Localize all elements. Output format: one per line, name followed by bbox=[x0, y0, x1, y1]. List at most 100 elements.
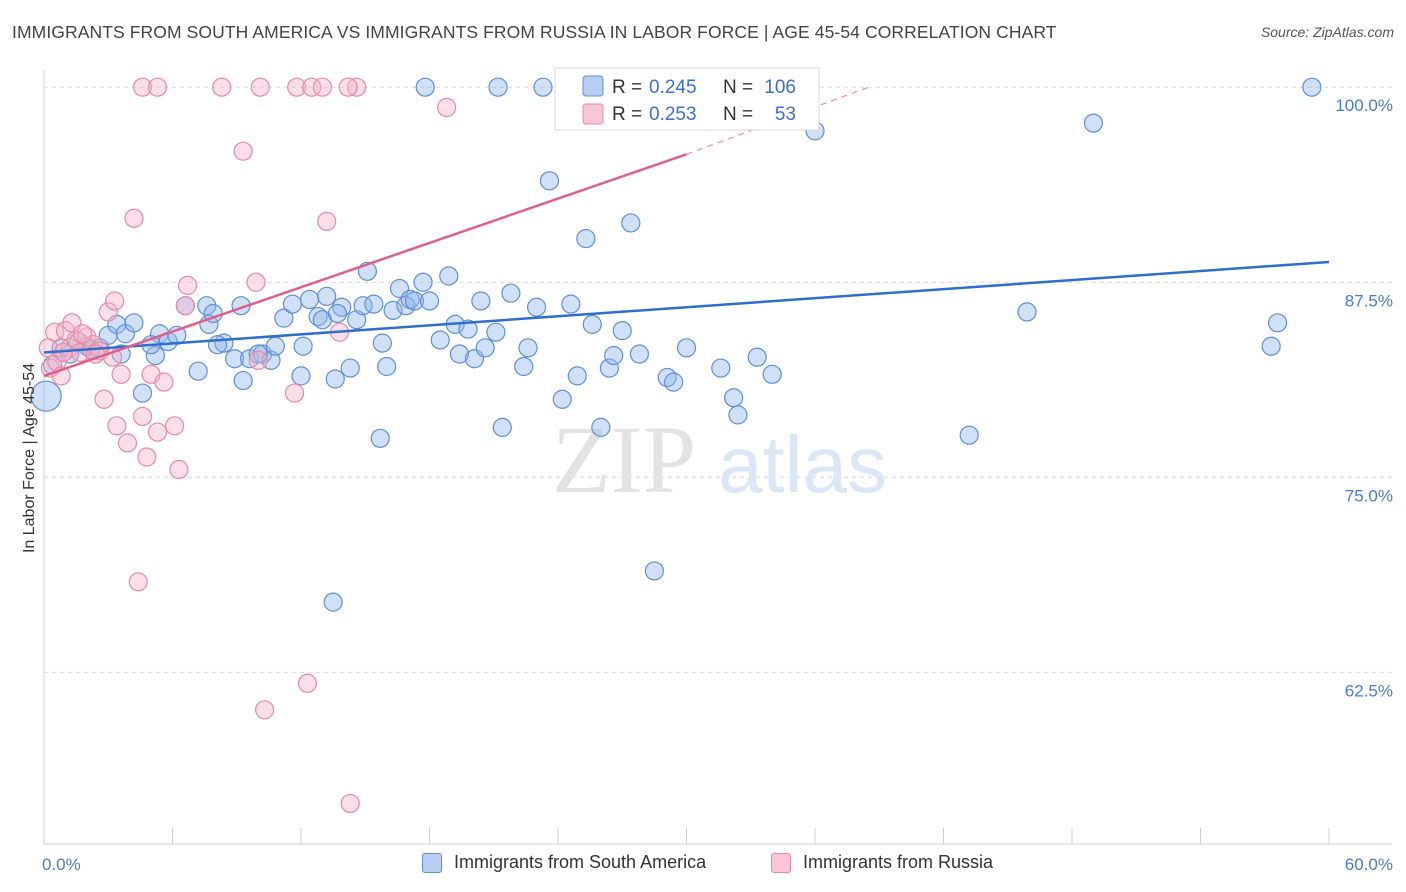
point-s0-84 bbox=[711, 358, 731, 378]
point-s0-66 bbox=[526, 297, 547, 317]
point-s1-47 bbox=[248, 350, 268, 370]
point-s0-28 bbox=[265, 336, 285, 356]
stats-legend: R = 0.245 N = 106 R = 0.253 N = 53 bbox=[554, 67, 820, 131]
point-s1-22 bbox=[137, 447, 157, 467]
stats-n-label-1: N = bbox=[723, 77, 753, 98]
watermark: ZIP atlas bbox=[552, 406, 887, 513]
point-s0-50 bbox=[404, 291, 425, 311]
point-s0-24 bbox=[233, 370, 253, 391]
point-s1-48 bbox=[105, 291, 125, 311]
stats-n-label-2: N = bbox=[723, 104, 753, 125]
point-s0-44 bbox=[372, 333, 392, 353]
point-s1-49 bbox=[72, 324, 93, 344]
point-s0-93 bbox=[1261, 336, 1281, 356]
point-s0-45 bbox=[377, 356, 397, 377]
point-s0-62 bbox=[492, 417, 512, 437]
stats-n-value-1: 106 bbox=[764, 77, 796, 98]
point-s0-83 bbox=[676, 338, 697, 358]
point-s0-51 bbox=[413, 272, 433, 292]
y-tick-label-0: 62.5% bbox=[1345, 681, 1393, 700]
point-s0-95 bbox=[1302, 77, 1322, 97]
point-s0-52 bbox=[419, 291, 440, 311]
point-s1-52 bbox=[177, 275, 198, 295]
y-tick-label-1: 75.0% bbox=[1345, 486, 1393, 505]
point-s1-27 bbox=[169, 459, 189, 480]
legend-label-russia: Immigrants from Russia bbox=[803, 852, 994, 872]
legend-swatch-south-america bbox=[422, 852, 442, 873]
stats-r-label-2: R = bbox=[612, 104, 642, 125]
point-s1-19 bbox=[124, 208, 144, 228]
point-s0-18 bbox=[197, 296, 217, 316]
point-s0-53 bbox=[430, 330, 450, 350]
point-s0-30 bbox=[282, 294, 303, 314]
point-s0-72 bbox=[576, 228, 596, 249]
legend-item-russia: Immigrants from Russia bbox=[771, 852, 993, 873]
point-s0-82 bbox=[664, 372, 684, 392]
point-s1-30 bbox=[246, 272, 266, 292]
point-s0-54 bbox=[439, 266, 459, 286]
point-s0-65 bbox=[518, 338, 538, 358]
legend-item-south-america: Immigrants from South America bbox=[422, 852, 706, 873]
point-s0-70 bbox=[561, 294, 581, 314]
stats-r-value-1: 0.245 bbox=[649, 77, 697, 98]
point-s0-103 bbox=[248, 344, 268, 364]
point-s1-29 bbox=[233, 141, 253, 161]
point-s0-17 bbox=[188, 361, 208, 381]
point-s0-42 bbox=[364, 294, 384, 314]
point-s0-86 bbox=[728, 405, 748, 425]
point-s1-40 bbox=[147, 77, 168, 97]
point-s1-45 bbox=[312, 77, 333, 97]
point-s0-35 bbox=[317, 286, 337, 306]
point-s0-43 bbox=[370, 428, 390, 448]
point-s0-102 bbox=[207, 335, 228, 355]
watermark-atlas: atlas bbox=[718, 420, 887, 509]
point-s1-39 bbox=[132, 77, 153, 97]
point-s0-92 bbox=[1083, 113, 1104, 133]
point-s0-94 bbox=[1267, 313, 1288, 333]
point-s0-67 bbox=[533, 77, 553, 97]
point-s0-11 bbox=[132, 383, 153, 403]
point-s1-38 bbox=[437, 97, 457, 118]
point-s0-39 bbox=[347, 310, 367, 330]
point-s0-63 bbox=[501, 283, 521, 303]
point-s0-56 bbox=[449, 344, 470, 364]
point-s0-31 bbox=[293, 336, 313, 356]
point-s1-41 bbox=[212, 77, 232, 97]
y-axis-label: In Labor Force | Age 45-54 bbox=[21, 363, 38, 553]
point-s0-12 bbox=[145, 345, 165, 366]
point-s0-57 bbox=[458, 319, 478, 339]
x-tick-label-0: 0.0% bbox=[42, 855, 81, 874]
point-s0-59 bbox=[471, 291, 491, 311]
chart-title: IMMIGRANTS FROM SOUTH AMERICA VS IMMIGRA… bbox=[12, 22, 1057, 42]
legend-label-south-america: Immigrants from South America bbox=[454, 852, 707, 872]
point-s0-64 bbox=[514, 356, 534, 377]
point-s0-97 bbox=[488, 77, 508, 97]
point-s0-79 bbox=[629, 344, 649, 364]
point-s0-76 bbox=[604, 345, 624, 366]
y-tick-label-2: 87.5% bbox=[1345, 291, 1393, 310]
stats-n-value-2: 53 bbox=[775, 104, 796, 125]
point-s1-44 bbox=[302, 77, 322, 97]
point-s1-26 bbox=[165, 416, 185, 436]
stats-swatch-south-america bbox=[582, 75, 604, 97]
stats-swatch-russia bbox=[582, 103, 604, 125]
point-s0-38 bbox=[340, 358, 360, 378]
point-s0-60 bbox=[475, 338, 495, 358]
point-s0-98 bbox=[323, 592, 343, 612]
axes bbox=[43, 70, 1392, 845]
bottom-legend: Immigrants from South America Immigrants… bbox=[0, 850, 1406, 880]
tick-labels: 62.5% 75.0% 87.5% 100.0% 0.0% 60.0% bbox=[42, 96, 1393, 874]
gridlines bbox=[44, 86, 1392, 673]
point-s0-74 bbox=[591, 417, 611, 437]
point-s0-90 bbox=[959, 425, 979, 445]
point-s0-96 bbox=[415, 77, 435, 97]
point-s1-43 bbox=[287, 77, 307, 97]
point-s0-78 bbox=[621, 213, 641, 233]
source-label: Source: ZipAtlas.com bbox=[1260, 24, 1394, 40]
point-s1-32 bbox=[284, 383, 305, 403]
y-tick-label-3: 100.0% bbox=[1335, 96, 1393, 115]
point-s0-85 bbox=[724, 388, 744, 408]
trend-line-0 bbox=[43, 260, 1330, 354]
point-s0-32 bbox=[299, 289, 320, 310]
point-s1-42 bbox=[250, 77, 270, 97]
